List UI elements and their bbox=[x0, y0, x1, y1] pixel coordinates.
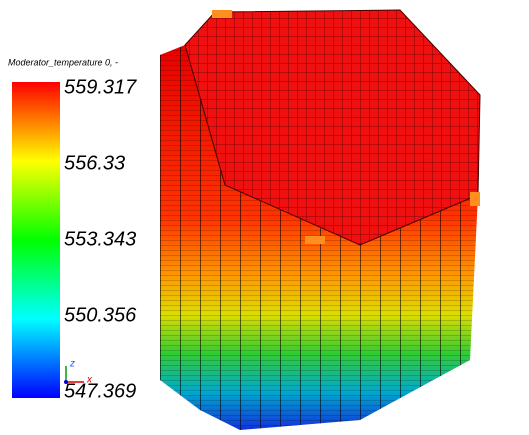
viewport: Moderator_temperature 0, - z x 559.31755… bbox=[0, 0, 529, 435]
tick-label: 556.33 bbox=[64, 152, 125, 174]
tick-label: 553.343 bbox=[64, 228, 136, 250]
tick-label: 547.369 bbox=[64, 380, 136, 402]
axis-label: z bbox=[69, 359, 75, 370]
tick-label: 559.317 bbox=[64, 76, 137, 98]
reactor-model bbox=[160, 10, 480, 430]
tick-label: 550.356 bbox=[64, 304, 137, 326]
render-view: Moderator_temperature 0, - z x 559.31755… bbox=[0, 0, 529, 435]
legend-title: Moderator_temperature 0, - bbox=[8, 57, 118, 67]
color-bar bbox=[12, 82, 60, 398]
